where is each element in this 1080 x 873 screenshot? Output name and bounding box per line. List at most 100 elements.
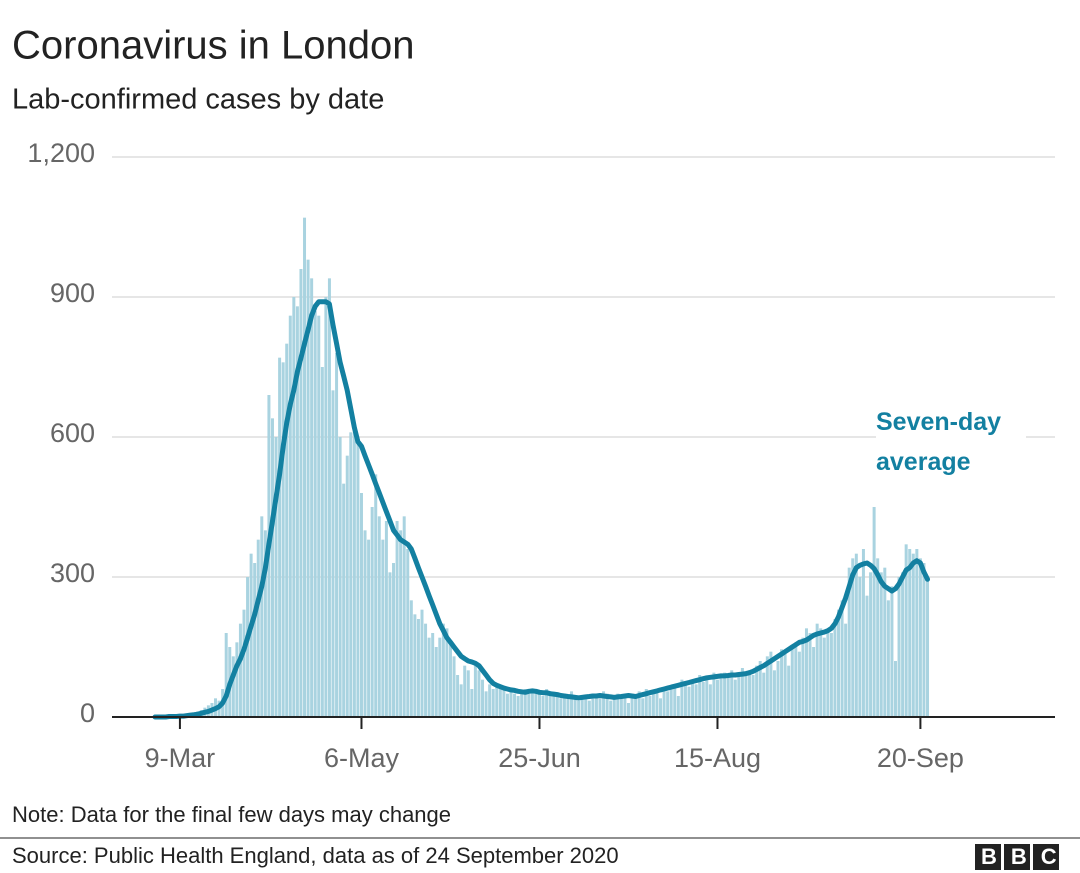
bar xyxy=(669,686,673,717)
bar xyxy=(676,696,680,717)
logo-box xyxy=(1033,844,1059,870)
x-tick-label: 6-May xyxy=(324,743,400,773)
bar xyxy=(384,521,388,717)
bar xyxy=(310,278,314,717)
bar xyxy=(772,670,776,717)
bar xyxy=(448,642,452,717)
bar xyxy=(673,684,677,717)
bar xyxy=(694,684,698,717)
bar xyxy=(790,647,794,717)
bar xyxy=(748,670,752,717)
bar xyxy=(826,630,830,717)
bar xyxy=(797,651,801,717)
bar xyxy=(804,628,808,717)
bar xyxy=(367,539,371,717)
bar xyxy=(331,390,335,717)
bar xyxy=(876,558,880,717)
bar xyxy=(733,679,737,717)
bar xyxy=(833,619,837,717)
bar xyxy=(758,661,762,717)
bar xyxy=(634,696,638,717)
bar xyxy=(395,521,399,717)
bar xyxy=(256,539,260,717)
bar xyxy=(869,572,873,717)
bar xyxy=(452,656,456,717)
y-tick-label: 1,200 xyxy=(27,138,95,168)
bar xyxy=(246,577,250,717)
bar xyxy=(552,693,556,717)
bar xyxy=(865,595,869,717)
bar xyxy=(683,682,687,717)
bar xyxy=(427,637,431,717)
bar xyxy=(637,691,641,717)
bar xyxy=(424,623,428,717)
bar xyxy=(730,670,734,717)
bar xyxy=(762,672,766,717)
bar xyxy=(299,269,303,717)
bar xyxy=(477,670,481,717)
bar xyxy=(466,670,470,717)
bar xyxy=(306,259,310,717)
bar xyxy=(238,623,242,717)
bar xyxy=(890,586,894,717)
x-tick-label: 15-Aug xyxy=(674,743,761,773)
bar xyxy=(602,691,606,717)
bar xyxy=(808,633,812,717)
bar xyxy=(651,693,655,717)
bar xyxy=(420,609,424,717)
bar xyxy=(402,516,406,717)
bar xyxy=(598,698,602,717)
bar xyxy=(409,600,413,717)
bar xyxy=(559,698,563,717)
bar xyxy=(776,661,780,717)
bar xyxy=(570,691,574,717)
bar xyxy=(498,686,502,717)
bar xyxy=(441,623,445,717)
bar xyxy=(886,600,890,717)
bar xyxy=(352,427,356,717)
bar xyxy=(495,684,499,717)
bar xyxy=(349,432,353,717)
bar xyxy=(893,661,897,717)
bar xyxy=(591,693,595,717)
bar xyxy=(584,698,588,717)
bar xyxy=(270,418,274,717)
source: Source: Public Health England, data as o… xyxy=(12,843,619,868)
bar xyxy=(911,553,915,717)
bar xyxy=(235,642,239,717)
bar xyxy=(516,696,520,717)
bar xyxy=(502,689,506,717)
bar xyxy=(345,455,349,717)
bar xyxy=(616,693,620,717)
bar xyxy=(555,696,559,717)
bar xyxy=(363,530,367,717)
bar xyxy=(263,530,267,717)
bar xyxy=(463,665,467,717)
bar xyxy=(249,553,253,717)
bar xyxy=(335,353,339,717)
bar xyxy=(659,698,663,717)
bar xyxy=(278,357,282,717)
bar xyxy=(908,549,912,717)
bar xyxy=(392,563,396,717)
bar xyxy=(562,693,566,717)
bar xyxy=(505,693,509,717)
bar xyxy=(858,577,862,717)
bar xyxy=(687,686,691,717)
bar xyxy=(819,628,823,717)
bar xyxy=(545,689,549,717)
bar xyxy=(513,693,517,717)
bar xyxy=(844,623,848,717)
bar xyxy=(594,696,598,717)
bar xyxy=(459,684,463,717)
bar xyxy=(680,679,684,717)
bar xyxy=(327,278,331,717)
bar xyxy=(829,633,833,717)
bar xyxy=(484,691,488,717)
bar xyxy=(274,437,278,717)
bar xyxy=(915,549,919,717)
bar xyxy=(780,649,784,717)
bar xyxy=(783,654,787,717)
bar xyxy=(260,516,264,717)
bar xyxy=(416,619,420,717)
